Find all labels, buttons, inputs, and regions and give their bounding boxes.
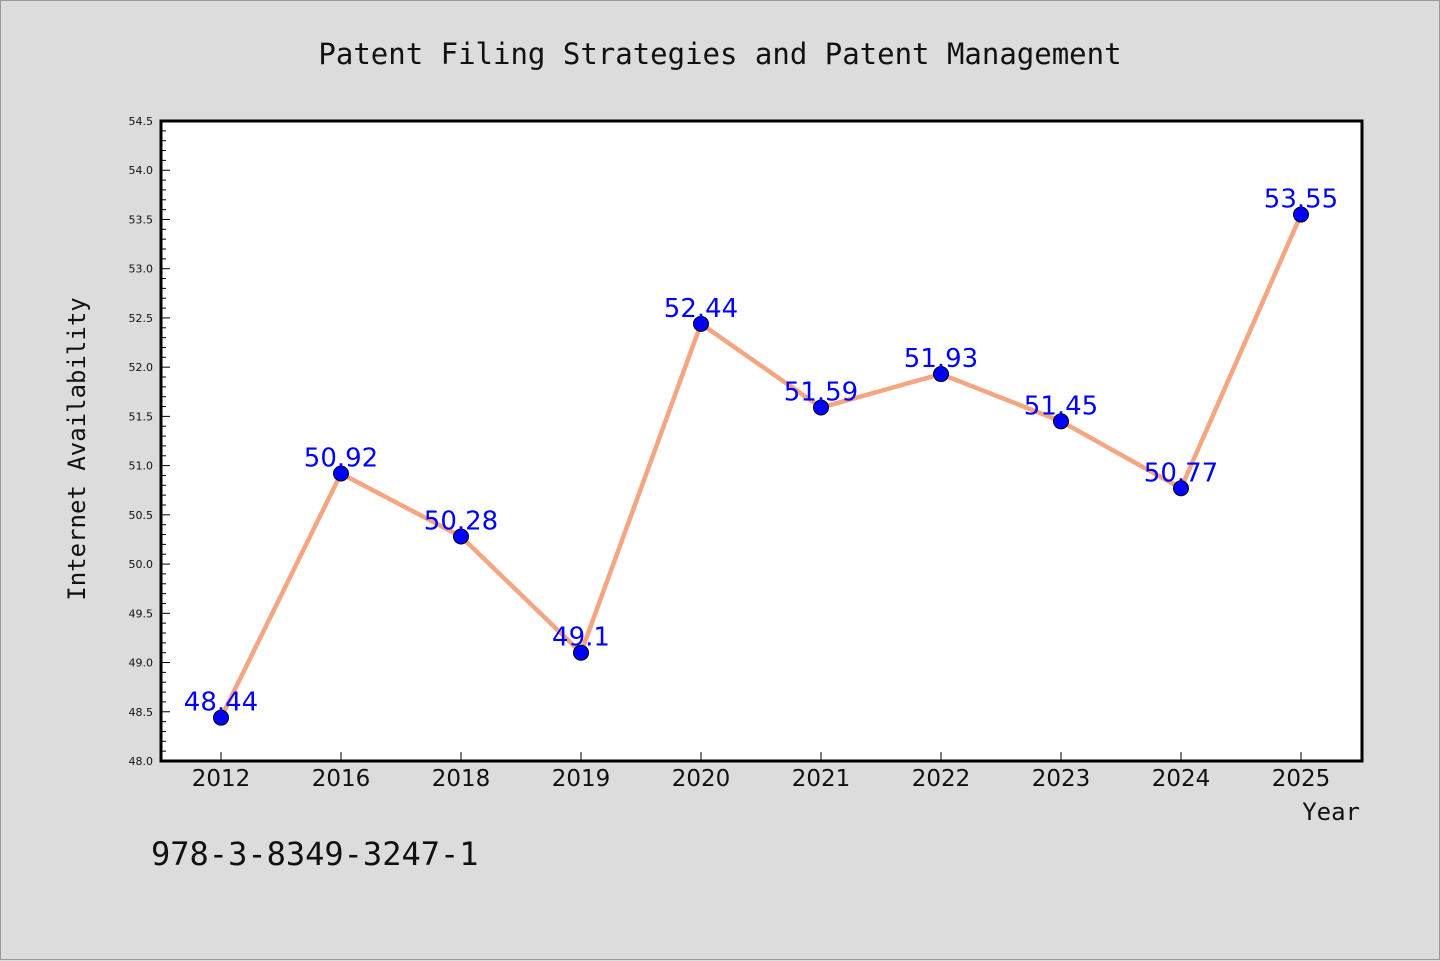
data-label: 51.93 (904, 344, 978, 374)
y-tick-label: 49.5 (129, 607, 154, 620)
chart-title: Patent Filing Strategies and Patent Mana… (318, 37, 1121, 71)
x-tick-label: 2012 (192, 766, 251, 792)
data-point (453, 528, 469, 545)
y-tick-label: 51.0 (129, 460, 154, 473)
y-tick-label: 54.0 (129, 164, 154, 177)
data-label: 50.92 (304, 443, 378, 473)
x-tick-label: 2021 (792, 766, 851, 792)
y-tick-label: 54.5 (129, 115, 154, 128)
y-tick-label: 53.5 (129, 213, 154, 226)
data-point (213, 709, 229, 726)
series-line (218, 212, 1304, 720)
y-tick-label: 53.0 (129, 263, 154, 276)
plot-area (159, 119, 1364, 763)
isbn-text: 978-3-8349-3247-1 (151, 835, 479, 873)
x-axis: 2012 2016 2018 2019 2020 2021 2022 2023 2024 2025 (192, 752, 1331, 792)
x-tick-label: 2024 (1152, 766, 1211, 792)
y-tick-label: 50.0 (129, 558, 154, 571)
data-label: 50.77 (1144, 458, 1218, 488)
data-label: 51.59 (784, 378, 858, 408)
data-point (333, 465, 349, 482)
x-tick-label: 2025 (1272, 766, 1331, 792)
y-tick-label: 48.0 (129, 755, 154, 768)
data-label: 51.45 (1024, 391, 1098, 421)
data-point (1293, 206, 1309, 223)
data-point (933, 366, 949, 383)
y-axis-label: Internet Availability (63, 297, 91, 600)
data-label: 49.1 (552, 623, 610, 653)
x-tick-label: 2019 (552, 766, 611, 792)
y-tick-label: 50.5 (129, 509, 154, 522)
x-axis-label: Year (1302, 798, 1360, 826)
data-label: 53.55 (1264, 185, 1338, 215)
data-label: 50.28 (424, 507, 498, 537)
data-label: 52.44 (664, 294, 738, 324)
data-point (1173, 480, 1189, 497)
y-tick-label: 49.0 (129, 657, 154, 670)
x-tick-label: 2023 (1032, 766, 1091, 792)
y-tick-label: 52.5 (129, 312, 154, 325)
x-tick-label: 2022 (912, 766, 971, 792)
data-point (693, 315, 709, 332)
y-tick-label: 48.5 (129, 706, 154, 719)
y-tick-label: 52.0 (129, 361, 154, 374)
data-point (813, 399, 829, 416)
x-tick-label: 2018 (432, 766, 491, 792)
x-tick-label: 2020 (672, 766, 731, 792)
data-point (1053, 413, 1069, 430)
series-layer: 48.44 50.92 50.28 49.1 52.44 51.59 51.93 51.45 5… (184, 185, 1338, 726)
data-label: 48.44 (184, 688, 258, 718)
y-tick-label: 51.5 (129, 410, 154, 423)
x-tick-label: 2016 (312, 766, 371, 792)
y-axis: 48.0 48.5 49.0 49.5 50.0 50.5 51.0 51.5 52.0 52.5… (129, 115, 170, 768)
data-point (573, 644, 589, 661)
